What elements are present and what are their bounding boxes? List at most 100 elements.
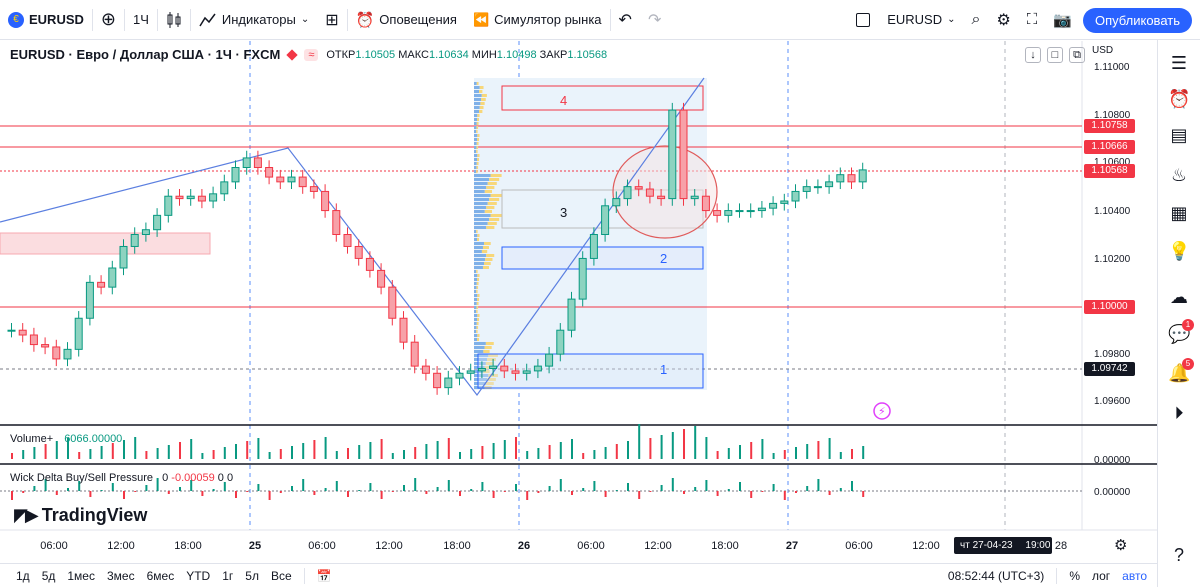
chart-canvas[interactable]: ⚡ [0, 41, 1157, 563]
search-button[interactable]: ⌕ [963, 0, 988, 40]
vp-bar-buy [474, 274, 478, 277]
wick-delta-bar [324, 488, 327, 491]
volume-bar [391, 453, 394, 459]
volume-bar [190, 439, 193, 459]
vp-bar-buy [474, 154, 478, 157]
snapshot-button[interactable]: 📷 [1045, 0, 1080, 40]
range-1m[interactable]: 1мес [67, 568, 95, 583]
candle-body [701, 195, 710, 212]
interval-button[interactable]: 1Ч [125, 0, 157, 40]
streams-icon[interactable]: ☁ [1170, 287, 1188, 307]
volume-bars [11, 424, 865, 459]
vp-bar-buy [474, 362, 486, 365]
volume-bar [649, 438, 652, 459]
data-window-icon[interactable]: ▤ [1170, 125, 1188, 145]
replay-button[interactable]: ⏪ Симулятор рынка [465, 0, 610, 40]
chat-icon[interactable]: 💬 1 [1168, 319, 1194, 345]
watchlist-icon[interactable]: ☰ [1170, 53, 1188, 73]
layouts-button[interactable]: ⊞ [317, 0, 346, 40]
alerts-button[interactable]: ⏰ Оповещения [348, 0, 465, 40]
candle-body [735, 210, 744, 213]
range-5y[interactable]: 5л [245, 568, 259, 583]
hotlist-flame-icon[interactable]: ♨ [1170, 165, 1188, 185]
symbol-search-button[interactable]: € EURUSD [0, 0, 92, 40]
candle-body [388, 286, 397, 319]
help-icon[interactable]: ? [1173, 545, 1184, 565]
play-icon[interactable]: ⏵ [1174, 403, 1184, 423]
vp-bar-buy [474, 222, 488, 225]
time-tick: 26 [517, 540, 531, 552]
notifications-icon[interactable]: 🔔 5 [1168, 358, 1194, 384]
vp-bar-buy [474, 382, 486, 385]
search-icon: ⌕ [971, 10, 981, 28]
redo-button[interactable]: ↷ [640, 0, 669, 40]
candle-body [7, 329, 16, 332]
volume-bar [55, 441, 58, 459]
axis-settings-gear-icon[interactable]: ⚙ [1114, 537, 1128, 554]
wick-delta-bar [380, 491, 383, 499]
vp-bar-sell [476, 306, 479, 309]
vp-bar-sell [476, 290, 478, 293]
range-all[interactable]: Все [270, 568, 292, 583]
auto-toggle[interactable]: авто [1122, 568, 1147, 583]
candle-body [757, 207, 766, 212]
vp-bar-buy [474, 138, 478, 141]
range-ytd[interactable]: YTD [186, 568, 211, 583]
alerts-clock-icon[interactable]: ⏰ [1168, 89, 1191, 109]
volume-bar [201, 453, 204, 459]
vp-bar-buy [474, 158, 478, 161]
vp-bar-sell [477, 154, 480, 157]
compare-button[interactable]: ⊕ [93, 0, 124, 40]
candle-body [847, 174, 856, 183]
lightning-icon[interactable] [873, 402, 891, 420]
vp-bar-sell [489, 178, 500, 181]
range-1y[interactable]: 1г [222, 568, 234, 583]
wick-delta-bar [806, 486, 809, 491]
volume-bar [638, 424, 641, 459]
indicators-button[interactable]: Индикаторы ⌄ [191, 0, 317, 40]
indicators-icon [199, 13, 216, 26]
candle-body [85, 281, 94, 319]
candle-body [813, 186, 822, 189]
candle-body [668, 109, 677, 200]
restore-icon[interactable]: ⧉ [1069, 47, 1085, 63]
vp-bar-sell [487, 358, 496, 361]
currency-selector[interactable]: USD [1092, 45, 1114, 56]
range-1d[interactable]: 1д [16, 568, 30, 583]
maximize-icon[interactable]: □ [1047, 47, 1063, 63]
vp-bar-sell [484, 346, 492, 349]
candle-body [578, 257, 587, 300]
range-6m[interactable]: 6мес [146, 568, 175, 583]
ideas-lightbulb-icon[interactable]: 💡 [1168, 241, 1191, 261]
clock[interactable]: 08:52:44 (UTC+3) [947, 568, 1045, 583]
vp-bar-sell [477, 318, 480, 321]
wick-delta-bar [134, 491, 137, 492]
candle-body [365, 257, 374, 271]
goto-date-button[interactable]: 📅 [311, 569, 338, 583]
vp-bar-sell [476, 310, 478, 313]
wick-delta-bar [559, 479, 562, 491]
calendar-icon[interactable]: ▦ [1170, 203, 1188, 223]
ohlc-values: ОТКР1.10505 МАКС1.10634 МИН1.10498 ЗАКР1… [326, 49, 607, 61]
price-tick: 1.09600 [1094, 396, 1131, 407]
chart-type-button[interactable] [158, 0, 190, 40]
gear-icon: ⚙ [996, 11, 1011, 29]
wick-delta-bar [190, 480, 193, 491]
time-tick: 18:00 [443, 540, 471, 552]
candle-body [836, 174, 845, 183]
wick-delta-bar [593, 481, 596, 491]
vp-bar-sell [476, 286, 479, 289]
settings-button[interactable]: ⚙ [988, 0, 1018, 40]
volume-bar [257, 438, 260, 459]
percent-toggle[interactable]: % [1069, 568, 1080, 583]
publish-button[interactable]: Опубликовать [1082, 8, 1192, 33]
log-toggle[interactable]: лог [1091, 568, 1111, 583]
undo-button[interactable]: ↶ [611, 0, 640, 40]
range-5d[interactable]: 5д [41, 568, 56, 583]
arrow-down-icon[interactable]: ↓ [1025, 47, 1041, 63]
layout-select-button[interactable]: EURUSD ⌄ [848, 0, 963, 40]
fullscreen-button[interactable]: ⛶ [1019, 0, 1046, 40]
range-3m[interactable]: 3мес [106, 568, 135, 583]
volume-bar [223, 447, 226, 459]
price-tick: 1.10400 [1094, 206, 1131, 217]
